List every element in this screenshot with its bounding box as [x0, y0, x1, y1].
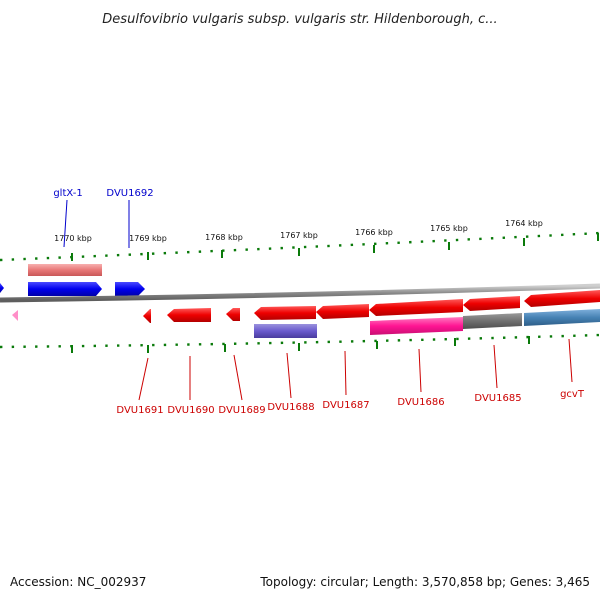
accession-text: Accession: NC_002937 — [10, 575, 146, 589]
gene-label-gcvT[interactable]: gcvT — [560, 389, 585, 400]
leader-line — [63, 199, 68, 248]
map-title: Desulfovibrio vulgaris subsp. vulgaris s… — [102, 12, 497, 27]
gene-arrow-DVU1688[interactable] — [254, 306, 316, 320]
gene-arrow-forward[interactable] — [0, 283, 4, 293]
gene-label-DVU1685[interactable]: DVU1685 — [474, 393, 521, 404]
kbp-tick-label: 1766 kbp — [355, 228, 393, 237]
gene-feature-DVU1686[interactable] — [370, 317, 463, 335]
kbp-tick-label: 1770 kbp — [54, 234, 92, 243]
outer-major-ticks — [71, 233, 599, 261]
gene-arrow-gltX-1[interactable] — [28, 282, 102, 296]
kbp-tick-label: 1764 kbp — [505, 219, 543, 228]
kbp-tick-label: 1768 kbp — [205, 233, 243, 242]
gene-label-DVU1688[interactable]: DVU1688 — [267, 402, 314, 413]
outer-tick-ring — [0, 231, 600, 262]
gene-label-DVU1686[interactable]: DVU1686 — [397, 397, 444, 408]
gene-arrow-DVU1690[interactable] — [167, 308, 211, 322]
bottom-leader-lines — [138, 338, 573, 401]
gene-arrow-DVU1685[interactable] — [463, 296, 520, 311]
gene-arrow-DVU1692[interactable] — [115, 282, 145, 296]
gene-label-gltX-1[interactable]: gltX-1 — [53, 188, 82, 199]
kbp-tick-label: 1769 kbp — [129, 234, 167, 243]
gene-label-DVU1690[interactable]: DVU1690 — [167, 405, 214, 416]
gene-label-DVU1691[interactable]: DVU1691 — [116, 405, 163, 416]
gene-feature-gcvT[interactable] — [524, 309, 600, 326]
gene-feature-DVU1685[interactable] — [463, 313, 522, 329]
gene-label-DVU1687[interactable]: DVU1687 — [322, 400, 369, 411]
genome-backbone — [0, 283, 600, 303]
gene-arrow-gcvT[interactable] — [524, 290, 600, 307]
gene-arrow-DVU1686[interactable] — [369, 299, 463, 316]
gene-label-DVU1692[interactable]: DVU1692 — [106, 188, 153, 199]
gene-arrow-DVU1691[interactable] — [143, 309, 151, 323]
kbp-tick-label: 1765 kbp — [430, 224, 468, 233]
inner-major-ticks — [71, 336, 530, 353]
inner-tick-ring — [0, 333, 600, 349]
gene-label-DVU1689[interactable]: DVU1689 — [218, 405, 265, 416]
gene-feature-gltX-1[interactable] — [28, 264, 102, 276]
genome-summary-text: Topology: circular; Length: 3,570,858 bp… — [259, 575, 590, 589]
gene-feature-DVU1688[interactable] — [254, 324, 317, 338]
gene-arrow-reverse-partial[interactable] — [12, 310, 18, 321]
gene-arrow-DVU1687[interactable] — [316, 304, 369, 319]
kbp-tick-label: 1767 kbp — [280, 231, 318, 240]
gene-arrow-DVU1689[interactable] — [226, 308, 240, 321]
